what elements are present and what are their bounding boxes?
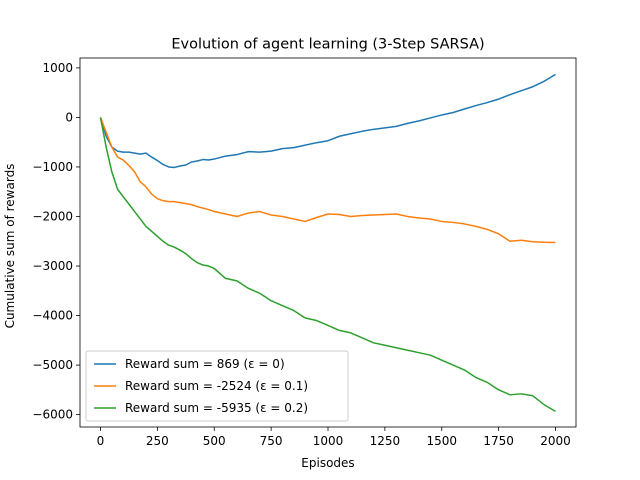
- series-line-1: [99, 73, 556, 169]
- y-axis-ticks: −6000 −5000 −4000 −3000 −2000 −1000 0 1000: [32, 61, 80, 422]
- x-tick-label: 2000: [540, 434, 571, 448]
- y-tick-label: 1000: [42, 61, 73, 75]
- y-tick-label: −3000: [32, 259, 73, 273]
- series-line-2: [99, 117, 556, 244]
- x-axis-label: Episodes: [301, 456, 354, 470]
- x-tick-label: 250: [146, 434, 169, 448]
- chart-title: Evolution of agent learning (3-Step SARS…: [171, 37, 484, 53]
- y-axis-label: Cumulative sum of rewards: [3, 164, 17, 329]
- series-line-3: [99, 117, 556, 413]
- series-lines: [99, 73, 556, 413]
- y-tick-label: 0: [65, 110, 73, 124]
- legend: Reward sum = 869 (ε = 0) Reward sum = -25…: [85, 350, 349, 422]
- x-tick-label: 1250: [370, 434, 401, 448]
- legend-box: [85, 350, 349, 422]
- x-tick-label: 500: [203, 434, 226, 448]
- x-tick-label: 750: [260, 434, 283, 448]
- legend-label-3: Reward sum = -5935 (ε = 0.2): [125, 401, 308, 415]
- legend-label-1: Reward sum = 869 (ε = 0): [125, 357, 285, 371]
- y-tick-label: −4000: [32, 309, 73, 323]
- y-tick-label: −1000: [32, 160, 73, 174]
- y-tick-label: −5000: [32, 358, 73, 372]
- x-tick-label: 1500: [426, 434, 457, 448]
- y-tick-label: −6000: [32, 408, 73, 422]
- legend-label-2: Reward sum = -2524 (ε = 0.1): [125, 379, 308, 393]
- x-tick-label: 1000: [313, 434, 344, 448]
- x-axis-ticks: 0 250 500 750 1000 1250 1500 1750 2000: [97, 427, 571, 448]
- x-tick-label: 1750: [483, 434, 514, 448]
- x-tick-label: 0: [97, 434, 105, 448]
- y-tick-label: −2000: [32, 209, 73, 223]
